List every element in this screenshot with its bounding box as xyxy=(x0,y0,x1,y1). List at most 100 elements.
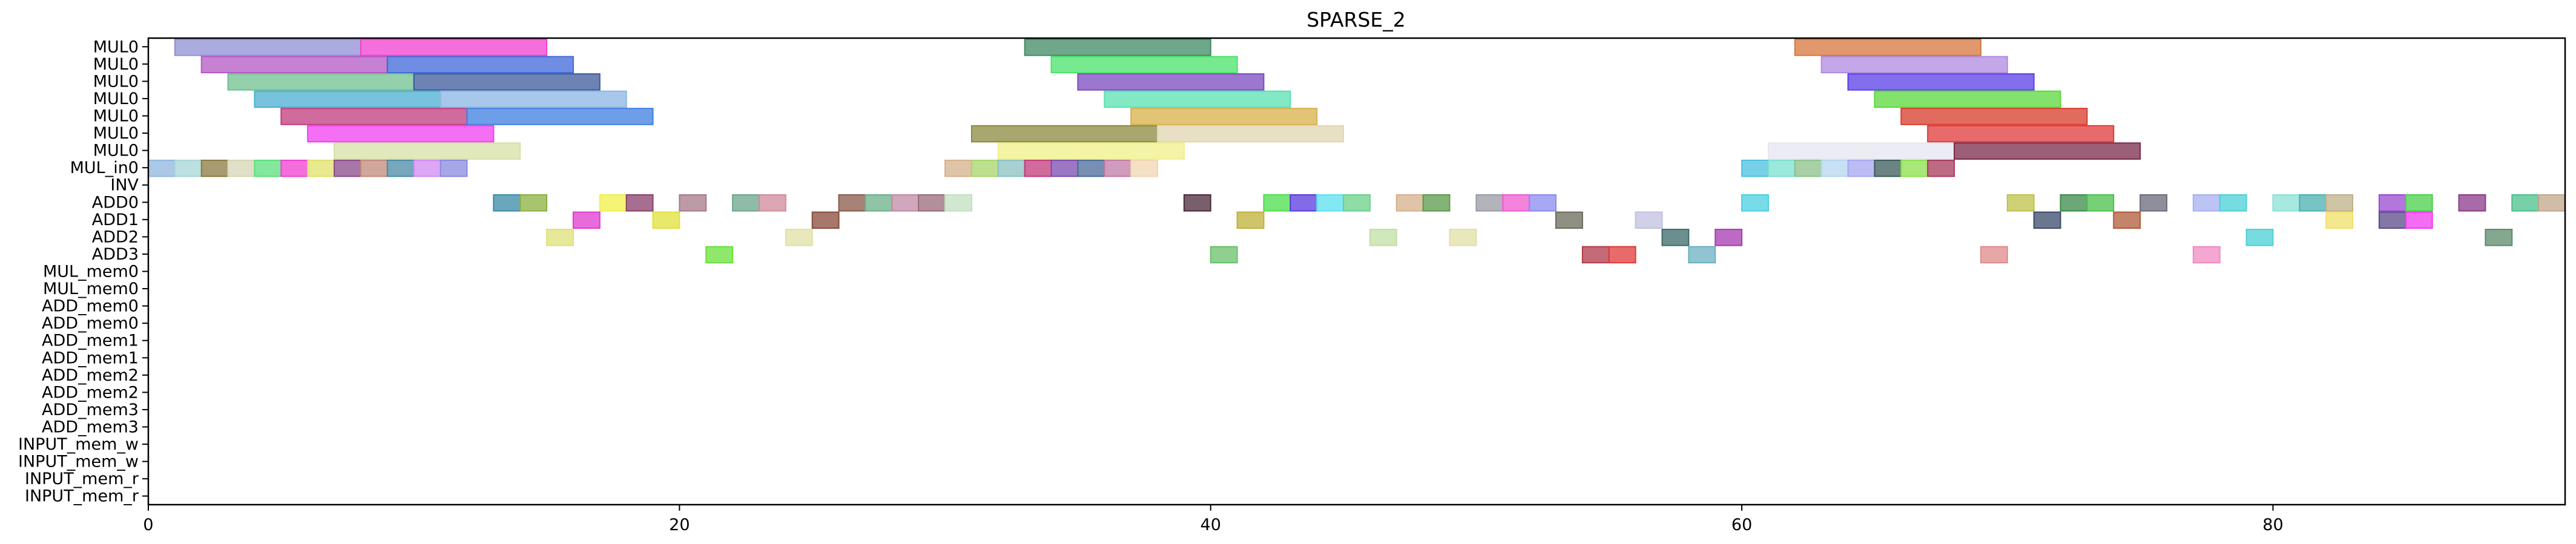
y-tick-label: ADD_mem1 xyxy=(42,332,139,350)
task-bar xyxy=(1688,246,1716,264)
task-bar xyxy=(174,39,361,56)
task-bar xyxy=(2325,194,2354,212)
y-tick-label: ADD_mem0 xyxy=(42,297,139,316)
y-tick-label: ADD0 xyxy=(92,193,139,212)
y-tick-label: ADD3 xyxy=(92,245,139,264)
task-bar xyxy=(1156,125,1345,143)
task-bar xyxy=(1290,194,1318,212)
task-bar xyxy=(1581,246,1610,264)
task-bar xyxy=(652,211,680,229)
task-bar xyxy=(997,142,1185,160)
task-bar xyxy=(1608,246,1636,264)
task-bar xyxy=(572,211,601,229)
task-bar xyxy=(2325,211,2354,229)
y-tick-label: MUL0 xyxy=(93,72,139,91)
task-bar xyxy=(466,108,654,125)
task-bar xyxy=(1927,125,2115,143)
task-bar xyxy=(1715,229,1743,246)
y-tick-label: MUL_mem0 xyxy=(43,263,139,281)
task-bar xyxy=(413,159,441,177)
task-bar xyxy=(1980,246,2008,264)
task-bar xyxy=(2033,211,2061,229)
task-bar xyxy=(360,39,548,56)
y-tick-label: INPUT_mem_r xyxy=(25,487,139,506)
task-bar xyxy=(2378,211,2406,229)
task-bar xyxy=(2219,194,2247,212)
y-tick-label: ADD2 xyxy=(92,228,139,246)
y-tick-label: ADD_mem0 xyxy=(42,314,139,333)
task-bar xyxy=(785,229,813,246)
y-tick-label: MUL0 xyxy=(93,55,139,74)
task-bar xyxy=(1130,159,1158,177)
task-bar xyxy=(944,194,972,212)
y-tick-label: MUL_in0 xyxy=(70,159,139,177)
y-tick-label: MUL0 xyxy=(93,90,139,108)
bars-layer xyxy=(148,39,2566,264)
task-bar xyxy=(2458,194,2486,212)
task-bar xyxy=(1954,142,2141,160)
y-tick-label: MUL0 xyxy=(93,38,139,56)
task-bar xyxy=(2272,194,2301,212)
task-bar xyxy=(148,159,176,177)
task-bar xyxy=(918,194,946,212)
x-tick-label: 40 xyxy=(1201,516,1221,534)
x-tick-label: 60 xyxy=(1731,516,1752,534)
task-bar xyxy=(1422,194,1451,212)
task-bar xyxy=(1820,159,1849,177)
task-bar xyxy=(1475,194,1504,212)
task-bar xyxy=(386,56,574,74)
task-bar xyxy=(1263,194,1291,212)
task-bar xyxy=(1741,159,1769,177)
task-bar xyxy=(440,90,627,108)
y-tick-label: INPUT_mem_w xyxy=(18,453,139,471)
task-bar xyxy=(2192,246,2221,264)
task-bar xyxy=(1024,39,1211,56)
task-bar xyxy=(2060,194,2088,212)
x-tick-label: 0 xyxy=(143,516,153,534)
task-bar xyxy=(2511,194,2540,212)
task-bar xyxy=(1794,159,1822,177)
task-bar xyxy=(1847,73,2035,91)
y-tick-label: INPUT_mem_w xyxy=(18,435,139,454)
task-bar xyxy=(546,229,574,246)
task-bar xyxy=(1741,194,1769,212)
task-bar xyxy=(1555,211,1583,229)
task-bar xyxy=(1395,194,1424,212)
task-bar xyxy=(440,159,468,177)
task-bar xyxy=(1927,159,1955,177)
y-tick-label: MUL0 xyxy=(93,124,139,143)
task-bar xyxy=(1874,90,2061,108)
task-bar xyxy=(891,194,920,212)
task-bar xyxy=(2245,229,2274,246)
task-bar xyxy=(705,246,734,264)
task-bar xyxy=(1104,90,1291,108)
task-bar xyxy=(1847,159,1876,177)
task-bar xyxy=(758,194,786,212)
task-bar xyxy=(1635,211,1663,229)
task-bar xyxy=(334,159,361,177)
task-bar xyxy=(1130,108,1318,125)
task-bar xyxy=(1369,229,1397,246)
y-tick-label: MUL0 xyxy=(93,142,139,160)
task-bar xyxy=(599,194,627,212)
task-bar xyxy=(865,194,893,212)
task-bar xyxy=(1183,194,1211,212)
task-bar xyxy=(307,159,335,177)
y-tick-label: MUL_mem0 xyxy=(43,280,139,298)
y-tick-label: ADD_mem3 xyxy=(42,418,139,437)
task-bar xyxy=(2192,194,2221,212)
task-bar xyxy=(2086,194,2115,212)
task-bar xyxy=(200,159,229,177)
task-bar xyxy=(1900,159,1929,177)
task-bar xyxy=(1767,142,1955,160)
y-axis: MUL0MUL0MUL0MUL0MUL0MUL0MUL0MUL_in0INVAD… xyxy=(18,38,148,506)
y-tick-label: ADD_mem2 xyxy=(42,366,139,385)
y-tick-label: ADD_mem1 xyxy=(42,349,139,367)
task-bar xyxy=(625,194,654,212)
task-bar xyxy=(519,194,548,212)
task-bar xyxy=(227,159,255,177)
task-bar xyxy=(1874,159,1902,177)
task-bar xyxy=(679,194,707,212)
task-bar xyxy=(2299,194,2327,212)
